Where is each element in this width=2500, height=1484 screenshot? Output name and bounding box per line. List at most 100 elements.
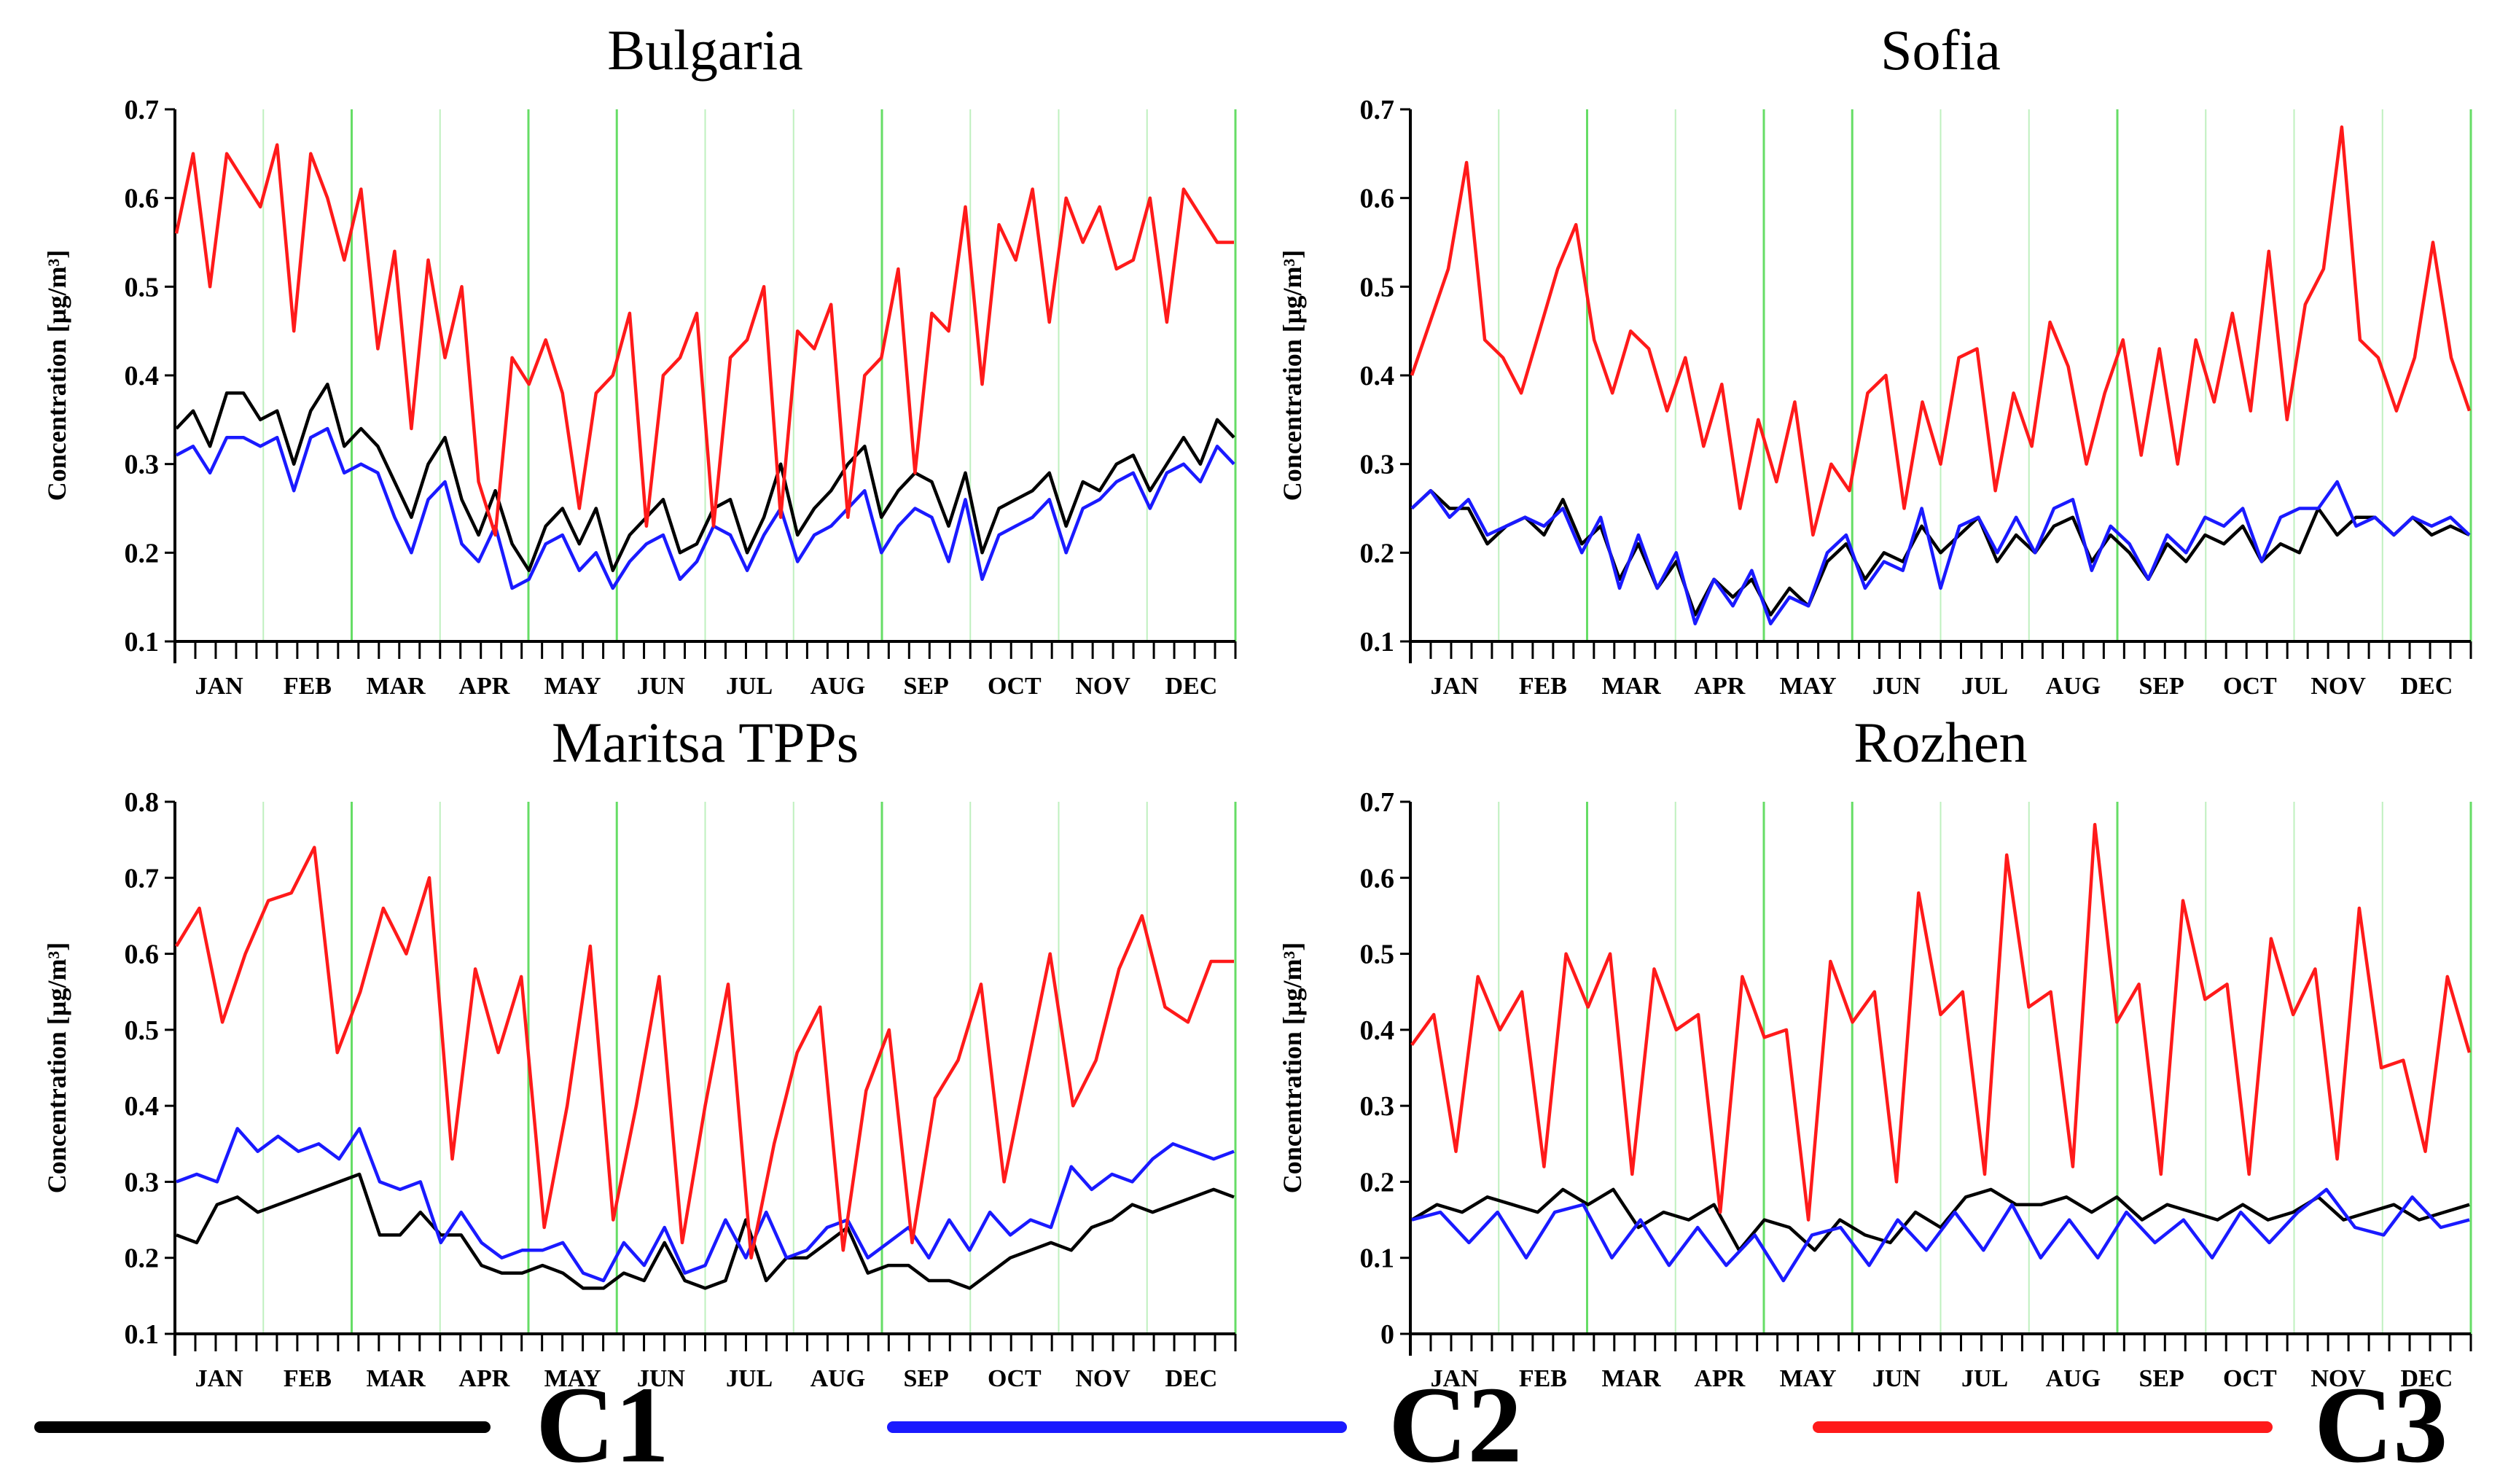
x-tick-label: JAN: [195, 1365, 244, 1392]
x-tick-label: MAY: [1780, 1365, 1837, 1392]
x-tick-label: MAY: [544, 673, 601, 700]
y-tick-label: 0.2: [1360, 1167, 1395, 1198]
x-tick-label: DEC: [1165, 673, 1217, 700]
panel-bulgaria: Bulgaria Concentration [µg/m³] 0.1 0.2 0.3 0.…: [42, 18, 1237, 700]
x-tick-label: FEB: [284, 673, 332, 700]
x-tick-label: MAR: [1602, 1365, 1662, 1392]
x-tick-label: JUL: [726, 673, 773, 700]
x-tick-label: AUG: [810, 673, 866, 700]
legend-label-c3: C3: [2314, 1364, 2448, 1480]
x-tick-label: AUG: [2046, 1365, 2101, 1392]
series-line-c1: [176, 1172, 1235, 1290]
series-line-c1: [1410, 1187, 2470, 1252]
y-tick-label: 0.5: [1360, 272, 1395, 302]
y-tick-label: 0.3: [1360, 1091, 1395, 1122]
x-tick-label: FEB: [284, 1365, 332, 1392]
y-tick-label: 0.4: [1360, 361, 1395, 391]
y-tick-label: 0.6: [125, 940, 160, 970]
x-tick-label: NOV: [1075, 1365, 1130, 1392]
y-axis-label: Concentration [µg/m³]: [42, 250, 71, 501]
x-tick-label: JUL: [726, 1365, 773, 1392]
x-tick-label: OCT: [988, 1365, 1042, 1392]
panel-title: Bulgaria: [607, 18, 803, 82]
y-tick-label: 0.2: [1360, 538, 1395, 569]
series-line-c1: [175, 382, 1235, 572]
series-line-c3: [1410, 125, 2472, 537]
y-tick-label: 0.3: [1360, 450, 1395, 480]
x-tick-label: JAN: [1431, 1365, 1480, 1392]
x-tick-label: MAY: [1780, 673, 1837, 700]
x-tick-label: SEP: [903, 673, 948, 700]
x-tick-label: MAR: [367, 673, 426, 700]
series-line-c2: [1410, 480, 2471, 625]
y-axis-label: Concentration [µg/m³]: [1278, 942, 1307, 1193]
y-axis-label: Concentration [µg/m³]: [1278, 250, 1307, 501]
series-line-c2: [176, 1127, 1235, 1283]
x-tick-label: APR: [1694, 1365, 1745, 1392]
y-tick-label: 0: [1380, 1319, 1394, 1350]
x-tick-label: AUG: [2046, 673, 2101, 700]
x-tick-label: JAN: [1431, 673, 1480, 700]
y-tick-label: 0.3: [125, 1167, 160, 1198]
x-tick-label: SEP: [2138, 673, 2184, 700]
x-tick-label: JUN: [637, 1365, 686, 1392]
y-tick-label: 0.7: [1360, 787, 1395, 818]
x-tick-label: APR: [458, 1365, 509, 1392]
series-line-c2: [1411, 1187, 2470, 1283]
x-tick-label: JUN: [1872, 673, 1921, 700]
y-tick-label: 0.1: [1360, 627, 1395, 657]
y-tick-label: 0.5: [125, 1015, 160, 1046]
series-line-c3: [174, 143, 1234, 537]
x-tick-label: NOV: [2310, 673, 2366, 700]
y-tick-label: 0.5: [1360, 940, 1395, 970]
y-tick-label: 0.7: [1360, 95, 1395, 125]
x-tick-label: MAR: [1602, 673, 1662, 700]
y-axis-label: Concentration [µg/m³]: [42, 942, 71, 1193]
x-tick-label: AUG: [810, 1365, 866, 1392]
panel-rozhen: Rozhen Concentration [µg/m³] 0 0.1 0.2 0.3 0.4…: [1278, 711, 2472, 1392]
x-tick-label: JUN: [1872, 1365, 1921, 1392]
y-tick-label: 0.6: [125, 184, 160, 214]
x-tick-label: FEB: [1519, 673, 1567, 700]
x-tick-label: NOV: [2310, 1365, 2366, 1392]
y-tick-label: 0.7: [125, 863, 160, 894]
x-tick-label: FEB: [1519, 1365, 1567, 1392]
y-tick-label: 0.4: [1360, 1015, 1395, 1046]
x-tick-label: NOV: [1075, 673, 1130, 700]
y-tick-label: 0.4: [125, 1091, 160, 1122]
x-tick-label: JUL: [1961, 673, 2008, 700]
series-line-c3: [1410, 823, 2472, 1222]
x-tick-label: SEP: [2138, 1365, 2184, 1392]
x-tick-label: MAY: [544, 1365, 601, 1392]
y-tick-label: 0.1: [1360, 1243, 1395, 1274]
x-tick-label: JUL: [1961, 1365, 2008, 1392]
y-tick-label: 0.5: [125, 272, 160, 302]
y-tick-label: 0.4: [125, 361, 160, 391]
y-tick-label: 0.2: [125, 538, 160, 569]
x-tick-label: OCT: [2223, 673, 2277, 700]
x-tick-label: JAN: [195, 673, 244, 700]
x-tick-label: JUN: [637, 673, 686, 700]
x-tick-label: APR: [1694, 673, 1745, 700]
panel-maritsa-tpps: Maritsa TPPs Concentration [µg/m³] 0.1 0.2 0…: [42, 711, 1237, 1392]
x-tick-label: APR: [458, 673, 509, 700]
x-tick-label: DEC: [2400, 673, 2453, 700]
x-tick-label: DEC: [1165, 1365, 1217, 1392]
y-tick-label: 0.7: [125, 95, 160, 125]
x-tick-label: OCT: [2223, 1365, 2277, 1392]
legend-label-c2: C2: [1388, 1364, 1522, 1480]
y-tick-label: 0.3: [125, 450, 160, 480]
x-tick-label: OCT: [988, 673, 1042, 700]
panel-title: Sofia: [1880, 18, 2001, 82]
x-tick-label: DEC: [2400, 1365, 2453, 1392]
panel-title: Rozhen: [1853, 711, 2027, 774]
series-line-c3: [175, 846, 1234, 1260]
y-tick-label: 0.1: [125, 1319, 160, 1350]
y-tick-label: 0.2: [125, 1243, 160, 1274]
panel-sofia: Sofia Concentration [µg/m³] 0.1 0.2 0.3 0.4 0.…: [1278, 18, 2472, 700]
y-tick-label: 0.1: [125, 627, 160, 657]
x-tick-label: SEP: [903, 1365, 948, 1392]
y-tick-label: 0.8: [125, 787, 160, 818]
